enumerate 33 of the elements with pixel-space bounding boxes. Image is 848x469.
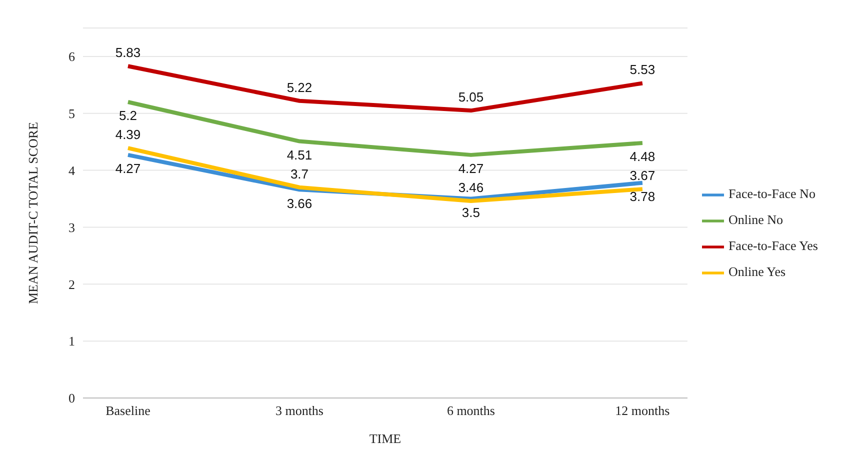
y-tick-label: 2 bbox=[68, 276, 75, 292]
x-tick-label: 3 months bbox=[275, 403, 324, 418]
legend-label: Face-to-Face No bbox=[728, 186, 816, 201]
data-label: 5.05 bbox=[458, 90, 484, 105]
data-label: 4.48 bbox=[630, 149, 656, 164]
legend-label: Online No bbox=[728, 212, 783, 227]
y-tick-label: 5 bbox=[68, 106, 75, 121]
data-label: 3.46 bbox=[458, 180, 484, 196]
y-tick-label: 6 bbox=[68, 49, 76, 64]
data-label: 3.66 bbox=[286, 196, 312, 211]
y-tick-label: 1 bbox=[68, 334, 75, 349]
data-label: 3.67 bbox=[630, 168, 656, 184]
data-label: 4.39 bbox=[115, 127, 141, 142]
x-tick-label: Baseline bbox=[106, 403, 151, 418]
data-label: 4.51 bbox=[286, 148, 312, 163]
x-tick-label: 12 months bbox=[615, 403, 670, 418]
data-label: 5.53 bbox=[630, 62, 656, 78]
data-label: 4.27 bbox=[458, 161, 484, 176]
data-label: 4.27 bbox=[115, 161, 141, 176]
legend-label: Online Yes bbox=[728, 264, 786, 279]
data-label: 5.83 bbox=[115, 45, 141, 60]
data-label: 5.2 bbox=[118, 108, 138, 124]
legend-label: Face-to-Face Yes bbox=[728, 238, 818, 253]
data-label: 3.78 bbox=[630, 189, 656, 204]
x-tick-label: 6 months bbox=[446, 403, 495, 418]
y-tick-label: 4 bbox=[68, 162, 76, 178]
y-tick-label: 3 bbox=[68, 220, 75, 235]
y-tick-label: 0 bbox=[68, 390, 75, 406]
data-label: 3.7 bbox=[290, 166, 309, 182]
data-label: 5.22 bbox=[286, 80, 312, 95]
data-label: 3.5 bbox=[462, 205, 480, 220]
y-axis-title: MEAN AUDIT-C TOTAL SCORE bbox=[26, 122, 41, 304]
x-axis-title: TIME bbox=[369, 431, 402, 446]
